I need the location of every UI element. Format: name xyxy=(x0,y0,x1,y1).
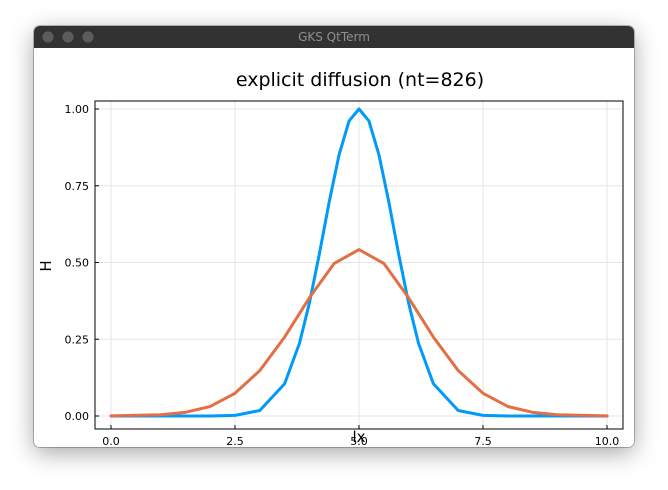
line-chart: explicit diffusion (nt=826) 0.0 2.5 5.0 7.5… xyxy=(37,69,624,447)
x-tick-label: 5.0 xyxy=(350,435,368,447)
chart-series xyxy=(109,107,609,418)
y-axis-label: H xyxy=(37,260,55,271)
y-tick-label: 0.75 xyxy=(65,180,90,193)
y-tick-label: 0.25 xyxy=(65,333,90,346)
window-title: GKS QtTerm xyxy=(298,30,370,44)
x-tick-label: 10.0 xyxy=(595,435,620,447)
maximize-window-button[interactable] xyxy=(82,31,94,43)
window-titlebar[interactable]: GKS QtTerm xyxy=(34,26,634,49)
close-window-button[interactable] xyxy=(42,31,54,43)
plot-canvas: explicit diffusion (nt=826) 0.0 2.5 5.0 7.5… xyxy=(34,48,634,447)
app-window: GKS QtTerm explicit diffusion (nt=826) 0… xyxy=(34,26,634,447)
x-tick-label: 7.5 xyxy=(474,435,492,447)
series-line-1 xyxy=(109,107,609,418)
y-tick-label: 1.00 xyxy=(65,103,90,116)
y-tick-label: 0.50 xyxy=(65,257,90,270)
x-axis-label: lx xyxy=(352,428,365,446)
series-line-2 xyxy=(109,248,609,418)
minimize-window-button[interactable] xyxy=(62,31,74,43)
plot-grid xyxy=(95,101,623,429)
x-axis-ticks: 0.0 2.5 5.0 7.5 10.0 xyxy=(102,425,619,447)
x-tick-label: 0.0 xyxy=(102,435,120,447)
y-tick-label: 0.00 xyxy=(65,410,90,423)
y-axis-ticks: 0.00 0.25 0.50 0.75 1.00 xyxy=(65,103,99,423)
x-tick-label: 2.5 xyxy=(226,435,244,447)
chart-title: explicit diffusion (nt=826) xyxy=(236,69,484,91)
